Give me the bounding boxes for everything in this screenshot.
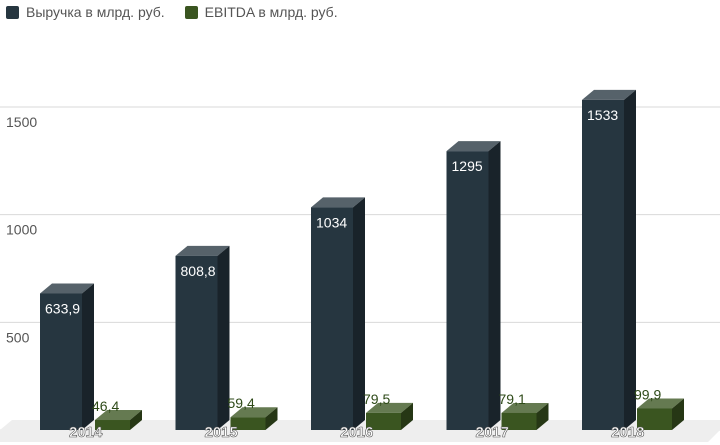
bar-revenue-2014	[40, 293, 82, 430]
legend-item-revenue[interactable]: Выручка в млрд. руб.	[6, 4, 165, 20]
legend: Выручка в млрд. руб. EBITDA в млрд. руб.	[6, 3, 358, 21]
data-label-revenue: 808,8	[181, 263, 216, 279]
data-label-ebitda: 79,1	[499, 391, 526, 407]
bar-ebitda-2015-side	[265, 407, 278, 430]
legend-label-ebitda: EBITDA в млрд. руб.	[204, 4, 338, 20]
bar-revenue-2018	[582, 99, 624, 431]
x-tick-label: 2014	[69, 424, 103, 441]
bar-revenue-2016	[311, 207, 353, 430]
bar-revenue-2016-side	[353, 197, 365, 430]
data-label-revenue: 1034	[316, 214, 347, 230]
bar-revenue-2014-top	[40, 283, 94, 294]
data-label-ebitda: 59,4	[228, 395, 255, 411]
bar-revenue-2015	[175, 255, 218, 430]
bar-ebitda-2018	[637, 408, 672, 430]
bar-ebitda-2018-top	[637, 398, 684, 409]
bar-ebitda-2014-top	[95, 410, 142, 421]
x-tick-label: 2018	[611, 424, 644, 441]
bar-revenue-2016-top	[311, 197, 365, 208]
x-tick-label: 2015	[205, 424, 238, 441]
bar-ebitda-2018-side	[672, 398, 684, 430]
data-label-ebitda: 99,9	[634, 386, 661, 402]
data-label-revenue: 1295	[452, 158, 483, 174]
y-tick-label: 500	[6, 329, 30, 345]
legend-swatch-revenue	[6, 5, 19, 19]
bar-revenue-2017-top	[446, 141, 501, 152]
bar-ebitda-2016	[366, 412, 401, 430]
bar-ebitda-2016-side	[401, 402, 413, 430]
x-tick-label: 2017	[476, 424, 509, 441]
legend-label-revenue: Выручка в млрд. руб.	[26, 4, 165, 20]
bar-ebitda-2014-side	[130, 410, 142, 430]
bar-ebitda-2016-top	[366, 402, 413, 413]
data-label-revenue: 1533	[587, 107, 618, 123]
bar-ebitda-2017-top	[501, 402, 549, 413]
y-tick-label: 1000	[6, 222, 37, 238]
bar-revenue-2018-side	[624, 89, 636, 431]
x-tick-label: 2016	[340, 424, 373, 441]
y-tick-label: 1500	[6, 114, 37, 130]
bar-ebitda-2017-side	[536, 402, 549, 430]
bar-revenue-2017-side	[488, 141, 501, 431]
legend-item-ebitda[interactable]: EBITDA в млрд. руб.	[184, 4, 338, 20]
data-label-revenue: 633,9	[45, 301, 80, 317]
bar-revenue-2015-top	[175, 245, 230, 256]
bar-ebitda-2015	[230, 417, 266, 430]
data-label-ebitda: 79,5	[363, 391, 390, 407]
bar-ebitda-2014	[95, 420, 130, 430]
data-label-ebitda: 46,4	[92, 398, 119, 414]
bar-revenue-2017	[446, 151, 489, 431]
bar-revenue-2015-side	[217, 245, 230, 430]
bar-ebitda-2017	[501, 412, 537, 430]
bar-ebitda-2015-top	[230, 407, 278, 418]
bar-revenue-2018-top	[582, 89, 636, 100]
bar-revenue-2014-side	[82, 283, 94, 430]
legend-swatch-ebitda	[184, 5, 198, 19]
